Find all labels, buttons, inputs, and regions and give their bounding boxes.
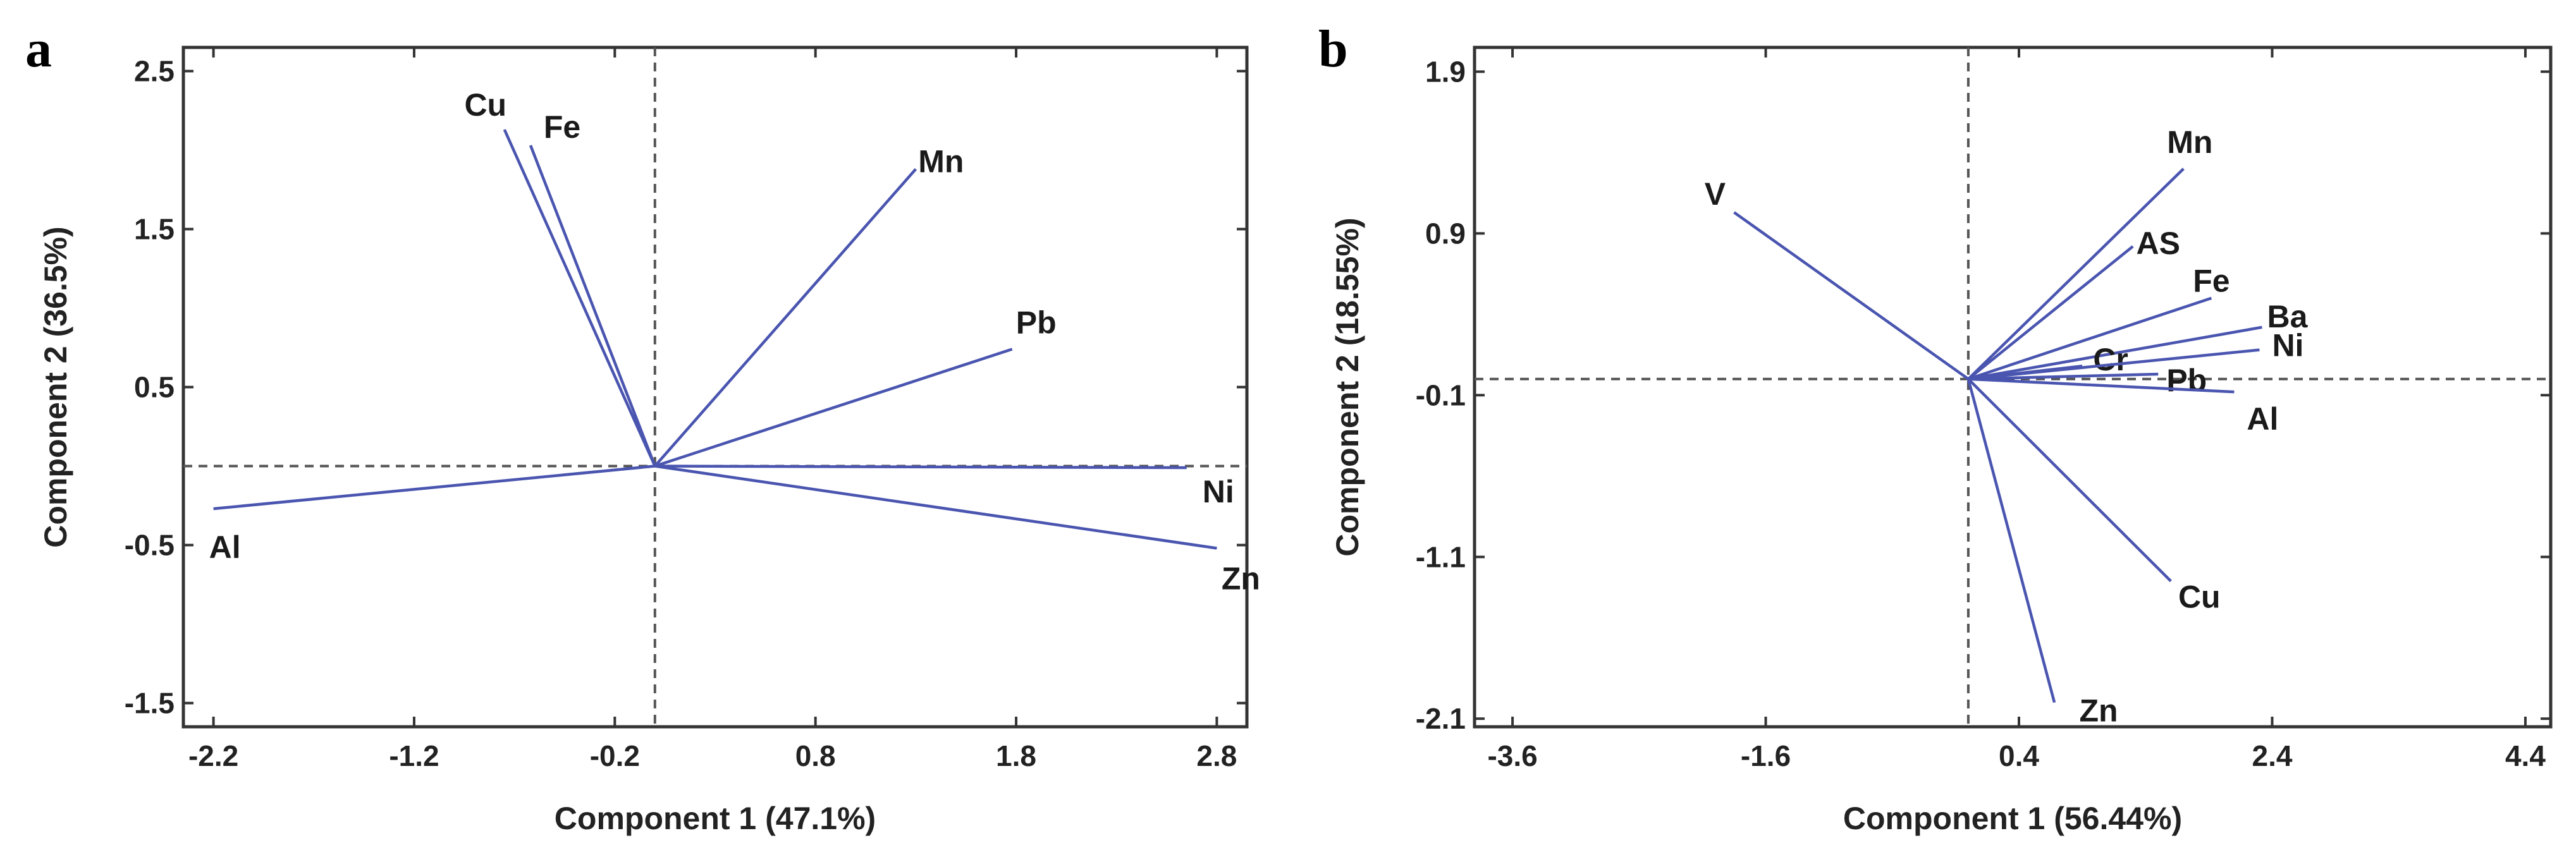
y-tick-label: 0.9 [1425, 217, 1466, 250]
x-tick-label: -1.2 [389, 739, 439, 772]
vector-label-pb: Pb [1016, 305, 1057, 341]
x-tick-label: 1.8 [996, 739, 1036, 772]
vector-label-mn: Mn [918, 144, 964, 179]
vector-label-ni: Ni [1203, 474, 1234, 509]
plot-frame [181, 46, 1249, 729]
y-axis-title: Component 2 (18.55%) [1330, 217, 1365, 556]
x-tick-label: 0.8 [795, 739, 836, 772]
x-tick-label: 2.8 [1196, 739, 1237, 772]
vector-label-al: Al [209, 530, 241, 565]
vector-zn [654, 464, 1217, 550]
vector-label-as: AS [2136, 226, 2180, 261]
vector-pb [654, 348, 1013, 468]
vector-as [1967, 245, 2134, 380]
vector-al [213, 464, 656, 511]
vector-ni [654, 464, 1187, 470]
panel-b: b -3.6 -1.6 0.4 2.4 4.4 -2.1 -1.1 -0.1 0.9 1.9 Comp… [1318, 20, 2553, 836]
panel-a: a -2.2 -1.2 -0.2 0.8 1.8 2.8 -1.5 -0.5 0.5 1.5 2.5 C… [25, 20, 1260, 836]
x-tick-label: -3.6 [1487, 739, 1537, 772]
y-axis-title: Component 2 (36.5%) [38, 226, 73, 547]
x-tick-label: -0.2 [590, 739, 640, 772]
x-tick-label: 4.4 [2505, 739, 2546, 772]
y-tick-label: -2.1 [1416, 702, 1466, 735]
panel-letter: a [25, 20, 52, 78]
vector-label-fe: Fe [2193, 264, 2229, 299]
y-tick-label: 2.5 [134, 55, 175, 88]
y-tick-label: -0.1 [1416, 379, 1466, 411]
x-axis-title: Component 1 (47.1%) [555, 801, 876, 836]
vector-label-ba: Ba [2267, 299, 2309, 334]
y-tick-label: 1.5 [134, 213, 175, 246]
x-axis-title: Component 1 (56.44%) [1843, 801, 2182, 836]
y-tick-label: -1.5 [125, 687, 175, 720]
vector-mn [1967, 167, 2185, 380]
vector-zn [1966, 379, 2056, 703]
vector-label-cu: Cu [464, 87, 506, 123]
vector-label-mn: Mn [2167, 124, 2212, 160]
vector-ni [1968, 348, 2260, 380]
x-tick-label: 2.4 [2252, 739, 2293, 772]
y-tick-label: -0.5 [125, 529, 175, 562]
vector-label-v: V [1705, 176, 1726, 212]
y-tick-label: 0.5 [134, 371, 175, 404]
vector-mn [654, 168, 917, 467]
vector-ba [1968, 325, 2262, 380]
vector-label-pb: Pb [2166, 363, 2207, 398]
vector-label-cu: Cu [2178, 580, 2221, 615]
plot-frame [1473, 46, 2553, 729]
vector-v [1733, 211, 1970, 380]
vector-label-zn: Zn [1222, 561, 1260, 597]
y-tick-label: 1.9 [1425, 55, 1466, 88]
x-tick-label: -2.2 [188, 739, 238, 772]
x-tick-label: -1.6 [1741, 739, 1791, 772]
vector-pb [1968, 372, 2159, 380]
vector-label-zn: Zn [2080, 693, 2118, 729]
y-tick-label: -1.1 [1416, 540, 1466, 573]
panel-letter: b [1318, 20, 1348, 78]
vector-label-fe: Fe [544, 109, 580, 145]
vector-fe [529, 145, 656, 467]
vector-label-cr: Cr [2093, 342, 2128, 377]
vector-fe [1968, 296, 2212, 380]
x-tick-label: 0.4 [1999, 739, 2039, 772]
vector-label-ni: Ni [2272, 328, 2303, 363]
vector-al [1968, 377, 2235, 394]
vector-cu [1967, 378, 2172, 583]
vector-cu [503, 129, 656, 467]
vector-label-al: Al [2247, 401, 2278, 437]
